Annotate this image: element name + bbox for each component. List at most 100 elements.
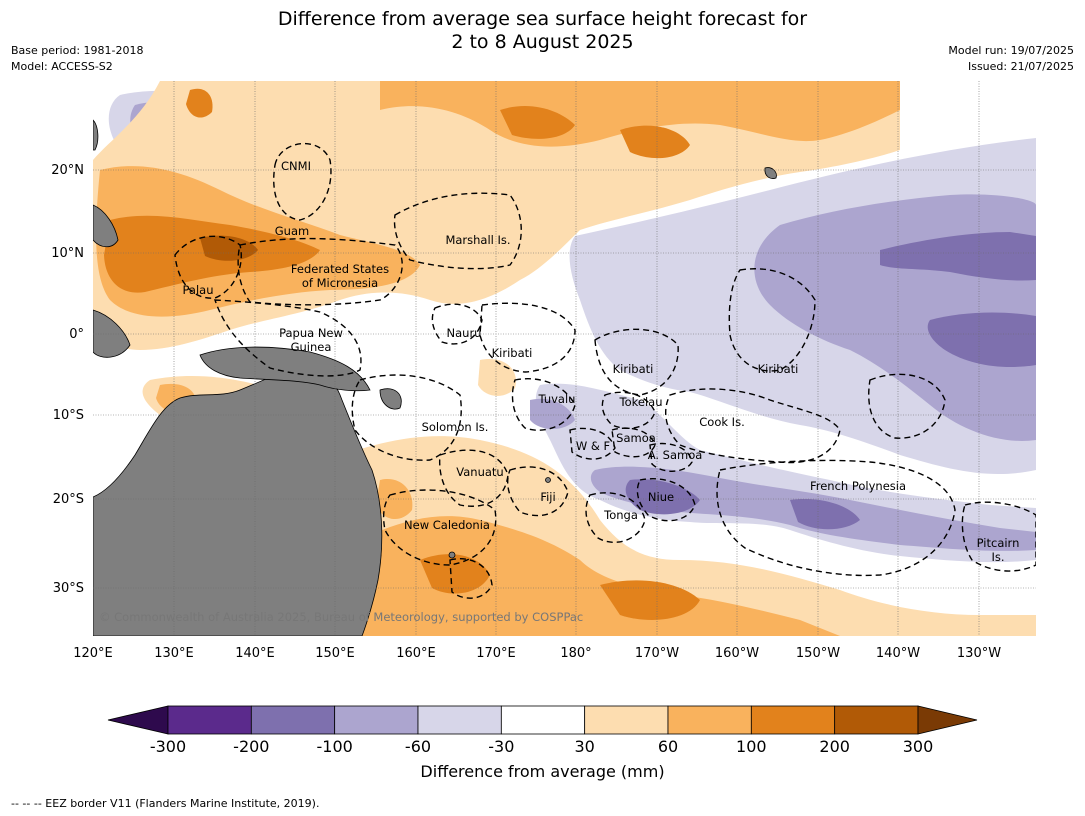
label-vanuatu: Vanuatu	[456, 465, 503, 479]
label-french-polynesia: French Polynesia	[810, 479, 906, 493]
model-run: Model run: 19/07/2025	[948, 44, 1074, 57]
title-line-1: Difference from average sea surface heig…	[277, 8, 808, 30]
lat-tick-label: 20°N	[51, 163, 84, 178]
latitude-axis: 20°N 10°N 0° 10°S 20°S 30°S	[51, 163, 84, 596]
lat-tick-label: 30°S	[53, 581, 84, 596]
colorbar-tick-labels: -300 -200 -100 -60 -30 30 60 100 200 300	[150, 737, 933, 756]
lon-tick-label: 160°E	[396, 646, 436, 661]
region-labels: CNMI Guam Marshall Is. Federated States …	[183, 159, 1020, 564]
eez-samoa	[611, 427, 656, 458]
lon-tick-label: 150°E	[315, 646, 355, 661]
lat-tick-label: 10°S	[53, 408, 84, 423]
eez-palau	[174, 235, 242, 299]
label-tuvalu: Tuvalu	[538, 392, 576, 406]
eez-borders	[174, 143, 1036, 599]
fiji-land	[545, 477, 551, 483]
longitude-axis: 120°E 130°E 140°E 150°E 160°E 170°E 180° 170°W 1…	[73, 646, 1001, 661]
colorbar-tick: -60	[405, 737, 431, 756]
label-new-caledonia: New Caledonia	[404, 518, 490, 532]
issued-date: Issued: 21/07/2025	[967, 60, 1074, 73]
map-title: Difference from average sea surface heig…	[0, 8, 1085, 54]
colorbar-over-arrow	[917, 705, 978, 735]
lon-tick-label: 160°W	[715, 646, 759, 661]
copyright-text: © Commonwealth of Australia 2025, Bureau…	[99, 610, 583, 624]
lon-tick-label: 150°W	[796, 646, 840, 661]
meta-right: Model run: 19/07/2025 Issued: 21/07/2025	[948, 43, 1074, 75]
colorbar-box	[250, 705, 336, 735]
label-cnmi: CNMI	[281, 159, 311, 173]
label-fsm-1: Federated States	[291, 262, 389, 276]
colorbar-tick: 200	[819, 737, 850, 756]
label-nauru: Nauru	[447, 326, 482, 340]
eez-french-polynesia-marquesas	[868, 373, 946, 439]
label-kiribati-west: Kiribati	[492, 346, 533, 360]
label-marshall: Marshall Is.	[445, 233, 510, 247]
land-masses	[93, 119, 777, 636]
meta-left: Base period: 1981-2018 Model: ACCESS-S2	[11, 43, 143, 75]
colorbar-tick: -30	[488, 737, 514, 756]
colorbar-under-arrow	[107, 705, 169, 735]
lon-tick-label: 170°E	[476, 646, 516, 661]
lon-tick-label: 140°E	[235, 646, 275, 661]
colorbar: -300 -200 -100 -60 -30 30 60 100 200 300	[107, 705, 978, 756]
map-figure: CNMI Guam Marshall Is. Federated States …	[51, 81, 1036, 661]
eez-wallis-futuna	[569, 427, 616, 460]
label-png-1: Papua New	[279, 326, 343, 340]
eez-cook-islands	[664, 388, 841, 464]
anomaly-band-darkest-orange	[200, 235, 258, 261]
lat-tick-label: 10°N	[51, 246, 84, 261]
colorbar-tick: 60	[658, 737, 678, 756]
colorbar-box	[417, 705, 502, 735]
eez-norfolk	[449, 558, 493, 599]
lat-tick-label: 20°S	[53, 492, 84, 507]
label-fsm-2: of Micronesia	[302, 276, 378, 290]
gridlines	[93, 81, 1036, 636]
eez-american-samoa	[649, 442, 693, 472]
label-wallis-futuna: W & F	[576, 439, 610, 453]
colorbar-box	[584, 705, 669, 735]
lon-tick-label: 180°	[560, 646, 591, 661]
lon-tick-label: 140°W	[876, 646, 920, 661]
label-palau: Palau	[183, 283, 214, 297]
label-tonga: Tonga	[603, 508, 638, 522]
label-png-2: Guinea	[291, 340, 332, 354]
eez-kiribati-central	[594, 328, 679, 396]
label-pitcairn-1: Pitcairn	[977, 536, 1020, 550]
colorbar-tick: -300	[150, 737, 186, 756]
label-niue: Niue	[648, 490, 674, 504]
eez-new-caledonia	[382, 489, 497, 566]
base-period: Base period: 1981-2018	[11, 44, 144, 57]
label-samoa: Samoa	[616, 431, 656, 445]
eez-vanuatu	[438, 449, 509, 507]
eez-tonga	[585, 492, 646, 543]
colorbar-box	[167, 705, 252, 735]
new-guinea	[199, 346, 371, 392]
lat-tick-label: 0°	[69, 327, 84, 342]
anomaly-band-dark-purple	[148, 133, 1036, 530]
eez-marshall	[393, 192, 522, 270]
label-kiribati-central: Kiribati	[613, 362, 654, 376]
lon-tick-label: 130°W	[957, 646, 1001, 661]
label-guam: Guam	[275, 224, 309, 238]
colorbar-box	[667, 705, 752, 735]
colorbar-tick: -100	[317, 737, 353, 756]
solomon-islands-land	[379, 388, 402, 410]
eez-tokelau	[601, 391, 656, 429]
colorbar-box	[334, 705, 419, 735]
label-cook-islands: Cook Is.	[699, 415, 744, 429]
eez-kiribati-west	[479, 302, 576, 373]
lon-tick-label: 170°W	[635, 646, 679, 661]
eez-fiji	[507, 466, 569, 517]
map-panel: CNMI Guam Marshall Is. Federated States …	[93, 81, 1036, 636]
label-american-samoa: A. Samoa	[648, 448, 703, 462]
label-pitcairn-2: Is.	[991, 550, 1004, 564]
colorbar-box	[834, 705, 919, 735]
hawaii-land	[764, 167, 777, 179]
eez-pitcairn	[961, 501, 1036, 572]
colorbar-boxes	[107, 705, 978, 735]
eez-solomon	[351, 374, 462, 461]
label-fiji: Fiji	[540, 490, 555, 504]
eez-fsm	[237, 237, 403, 306]
label-tokelau: Tokelau	[619, 395, 663, 409]
label-kiribati-east: Kiribati	[758, 362, 799, 376]
